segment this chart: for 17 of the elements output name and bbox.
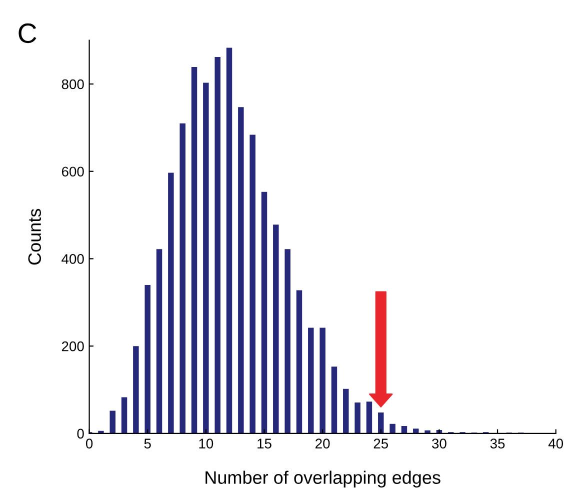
y-tick-label: 600 (62, 166, 84, 177)
x-tick-label: 25 (374, 438, 388, 449)
chart-title: C (18, 23, 36, 44)
y-axis-title: Counts (28, 208, 42, 265)
x-tick-label: 5 (144, 438, 151, 449)
y-tick-label: 800 (62, 79, 84, 90)
x-tick-label: 0 (86, 438, 93, 449)
x-tick-label: 40 (548, 438, 564, 449)
x-tick-label: 30 (432, 438, 446, 449)
y-tick-label: 0 (77, 428, 84, 439)
x-tick-label: 35 (490, 438, 505, 449)
y-tick-label: 200 (62, 341, 84, 352)
y-tick-label: 400 (62, 254, 84, 264)
x-tick-label: 10 (199, 438, 214, 449)
x-tick-label: 15 (258, 438, 272, 449)
x-axis-title: Number of overlapping edges (206, 470, 440, 488)
x-tick-label: 20 (316, 438, 330, 449)
